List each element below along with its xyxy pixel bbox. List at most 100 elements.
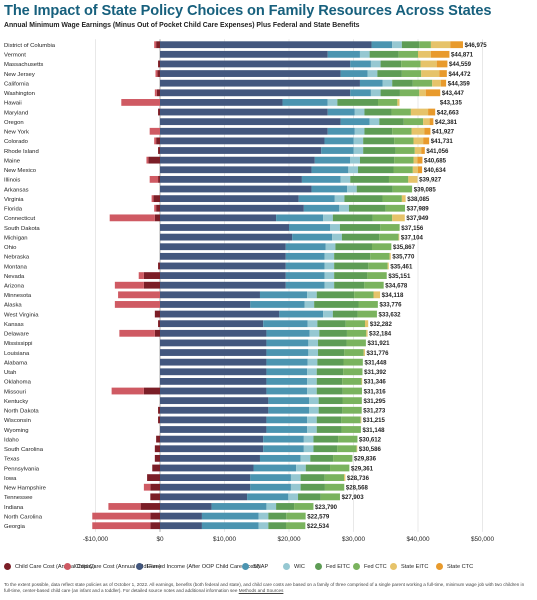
bar-segment-state_ctc bbox=[421, 147, 425, 154]
bar-segment-fed_ctc bbox=[286, 512, 306, 520]
legend-item-earned: Earned Income (After OOP Child Care Cost… bbox=[136, 563, 260, 572]
bar-segment-wic bbox=[296, 464, 306, 472]
bar-segment-earned bbox=[160, 503, 212, 510]
bar-segment-wic bbox=[370, 89, 381, 97]
bar-segment-state_eitc bbox=[366, 329, 368, 337]
bar-segment-earned bbox=[160, 89, 351, 97]
bar-segment-fed_ctc bbox=[393, 166, 413, 174]
footnote: To the extent possible, data reflect sta… bbox=[4, 582, 532, 594]
bar-segment-wic bbox=[290, 483, 301, 491]
total-label: $30,586 bbox=[359, 446, 382, 453]
bar-segment-copay bbox=[158, 320, 160, 328]
bar-segment-earned bbox=[160, 522, 202, 530]
bar-segment-fed_eitc bbox=[313, 435, 339, 443]
bar-segment-copay bbox=[152, 464, 160, 472]
bar-segment-state_eitc bbox=[418, 50, 431, 58]
bar-segment-fee bbox=[118, 291, 160, 299]
total-label: $31,316 bbox=[364, 388, 387, 395]
state-label: New Hampshire bbox=[4, 486, 47, 492]
bar-segment-fed_ctc bbox=[333, 454, 353, 462]
bar-segment-snap bbox=[327, 108, 355, 116]
total-label: $44,359 bbox=[448, 80, 471, 87]
bar-segment-fee bbox=[119, 329, 155, 337]
bar-segment-earned bbox=[160, 214, 277, 222]
bar-segment-fed_ctc bbox=[379, 233, 399, 241]
bar-segment-fee bbox=[92, 512, 151, 520]
bar-segment-copay bbox=[158, 175, 160, 183]
bar-segment-state_eitc bbox=[413, 137, 424, 145]
bar-segment-fed_eitc bbox=[316, 378, 343, 385]
bar-segment-copay bbox=[150, 512, 160, 520]
methods-sources-link[interactable]: Methods and Sources bbox=[238, 588, 284, 594]
state-label: Indiana bbox=[4, 505, 24, 511]
state-label: Montana bbox=[4, 264, 28, 270]
bar-segment-earned bbox=[160, 329, 267, 337]
bar-segment-state_eitc bbox=[387, 262, 389, 270]
bar-segment-snap bbox=[289, 224, 331, 231]
bar-segment-fed_eitc bbox=[334, 281, 365, 289]
total-label: $46,975 bbox=[465, 42, 488, 49]
bar-segment-wic bbox=[370, 60, 381, 68]
legend-item-wic: WIC bbox=[283, 563, 305, 572]
bar-segment-fee bbox=[146, 156, 149, 164]
bar-segment-fed_ctc bbox=[399, 89, 420, 97]
bar-segment-fed_eitc bbox=[401, 41, 420, 49]
bar-segment-snap bbox=[211, 503, 267, 510]
bar-segment-fed_eitc bbox=[363, 137, 395, 145]
bar-segment-wic bbox=[324, 262, 335, 270]
bar-segment-snap bbox=[268, 406, 309, 414]
state-label: Mississippi bbox=[4, 341, 32, 347]
bar-segment-fee bbox=[121, 99, 160, 106]
bar-segment-snap bbox=[350, 60, 371, 68]
bar-segment-state_eitc bbox=[413, 156, 418, 164]
bar-segment-fed_eitc bbox=[332, 310, 358, 318]
bar-segment-copay bbox=[143, 272, 160, 279]
bar-segment-state_eitc bbox=[389, 252, 391, 260]
x-tick-label: $50,000 bbox=[471, 536, 495, 543]
total-label: $31,273 bbox=[363, 408, 386, 415]
legend-label: SNAP bbox=[253, 564, 269, 570]
bar-segment-fed_eitc bbox=[318, 339, 347, 347]
bar-segment-wic bbox=[354, 127, 365, 135]
state-label: South Carolina bbox=[4, 447, 44, 453]
bar-segment-wic bbox=[266, 503, 277, 510]
bar-segment-snap bbox=[268, 397, 309, 405]
state-label: Rhode Island bbox=[4, 149, 39, 155]
state-label: Connecticut bbox=[4, 216, 35, 222]
bar-segment-earned bbox=[160, 243, 286, 251]
state-label: Kentucky bbox=[4, 399, 28, 405]
bar-segment-fed_eitc bbox=[334, 252, 371, 260]
bar-segment-fed_ctc bbox=[392, 127, 412, 135]
total-label: $38,085 bbox=[407, 196, 430, 203]
chart-title: The Impact of State Policy Choices on Fa… bbox=[4, 3, 492, 19]
bar-segment-snap bbox=[259, 291, 308, 299]
bar-segment-snap bbox=[285, 252, 325, 260]
bar-segment-earned bbox=[160, 166, 312, 174]
bar-segment-state_ctc bbox=[450, 41, 463, 49]
state-label: Pennsylvania bbox=[4, 466, 40, 472]
bar-segment-copay bbox=[150, 493, 160, 501]
legend-swatch bbox=[315, 563, 322, 571]
bar-segment-fed_eitc bbox=[316, 368, 344, 376]
bar-segment-state_eitc bbox=[430, 41, 451, 49]
total-label: $37,104 bbox=[401, 234, 424, 241]
bar-segment-fed_ctc bbox=[343, 358, 363, 366]
legend-swatch bbox=[390, 563, 397, 571]
state-label: Delaware bbox=[4, 332, 30, 338]
bar-segment-fed_eitc bbox=[364, 108, 392, 116]
legend-item-fee: Child Care Cost (Annual Addl Fee) bbox=[64, 563, 161, 572]
state-label: California bbox=[4, 81, 30, 87]
bar-segment-fed_ctc bbox=[398, 50, 418, 58]
bar-segment-earned bbox=[160, 41, 372, 49]
bar-segment-snap bbox=[350, 89, 371, 97]
x-tick-label: $0 bbox=[156, 536, 164, 543]
bar-segment-fed_ctc bbox=[388, 175, 409, 183]
bar-segment-snap bbox=[321, 147, 354, 154]
bar-segment-copay bbox=[143, 387, 160, 395]
bar-segment-earned bbox=[160, 127, 328, 135]
bar-segment-fed_eitc bbox=[298, 493, 321, 501]
bar-segment-fed_eitc bbox=[359, 156, 395, 164]
bar-segment-fee bbox=[155, 70, 158, 77]
bar-segment-fed_eitc bbox=[334, 272, 368, 279]
footnote-text: To the extent possible, data reflect sta… bbox=[4, 582, 525, 594]
